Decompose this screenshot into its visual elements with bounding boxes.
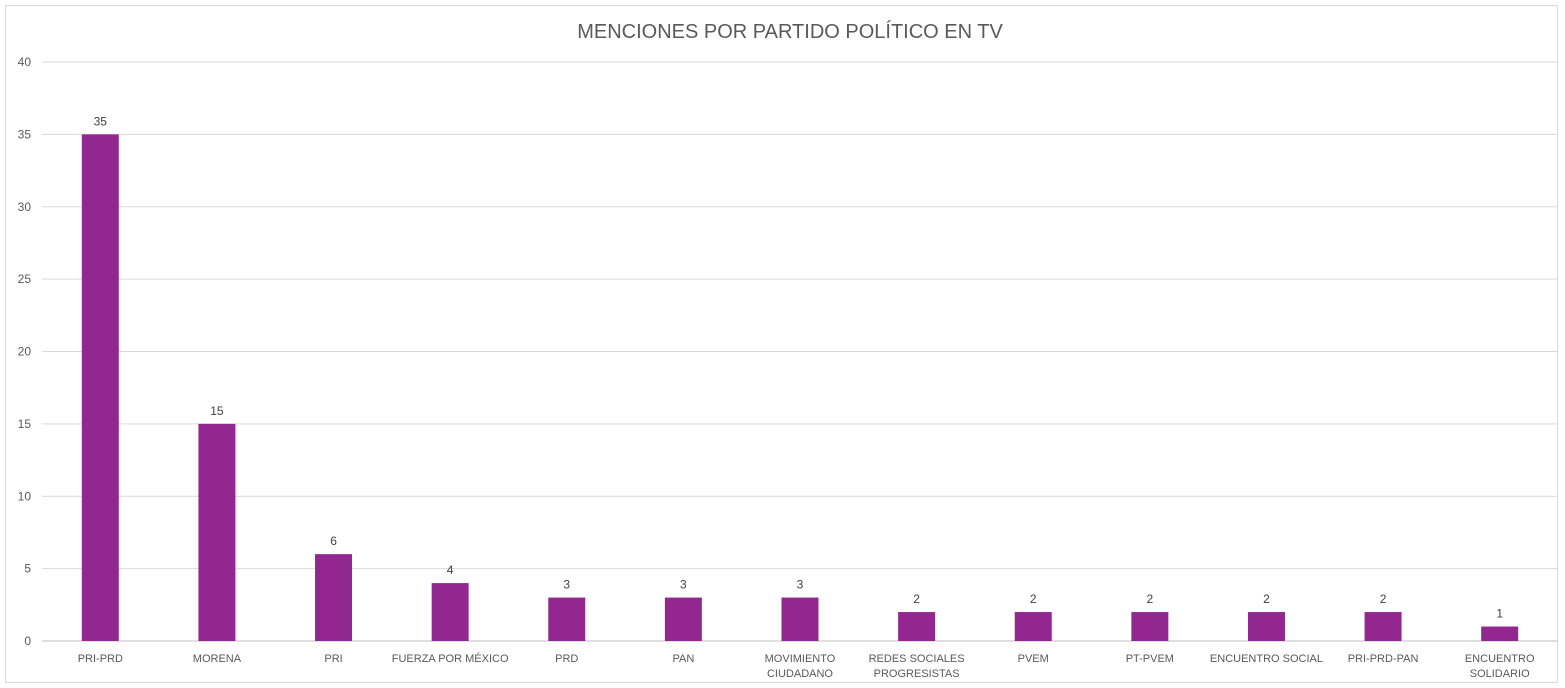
y-tick-label: 25 bbox=[18, 272, 32, 286]
data-label: 2 bbox=[1030, 592, 1037, 606]
category-label-line: PRI-PRD-PAN bbox=[1348, 653, 1419, 665]
bar bbox=[1014, 612, 1052, 641]
category-label-line: MORENA bbox=[193, 653, 242, 665]
data-label: 2 bbox=[1380, 592, 1387, 606]
data-label: 35 bbox=[94, 114, 108, 128]
bar bbox=[1247, 612, 1285, 641]
category-label-line: ENCUENTRO bbox=[1465, 653, 1535, 665]
bar bbox=[1131, 612, 1169, 641]
category-label-line: ENCUENTRO SOCIAL bbox=[1210, 653, 1323, 665]
bars bbox=[81, 134, 1519, 641]
data-label: 4 bbox=[447, 563, 454, 577]
data-label: 6 bbox=[330, 534, 337, 548]
category-label-line: SOLIDARIO bbox=[1470, 668, 1530, 680]
bar bbox=[548, 597, 586, 641]
y-axis-ticks: 0 5 10 15 20 25 30 35 40 bbox=[18, 55, 32, 648]
category-label-line: MOVIMIENTO bbox=[765, 653, 836, 665]
category-label: PRD bbox=[555, 653, 578, 665]
category-label: MOVIMIENTO CIUDADANO bbox=[765, 653, 836, 680]
y-tick-label: 0 bbox=[24, 634, 31, 648]
y-tick-label: 30 bbox=[18, 200, 32, 214]
category-label: PRI-PRD-PAN bbox=[1348, 653, 1419, 665]
category-label-line: PROGRESISTAS bbox=[874, 668, 960, 680]
category-label: ENCUENTRO SOCIAL bbox=[1210, 653, 1323, 665]
data-label: 1 bbox=[1496, 607, 1503, 621]
y-tick-label: 35 bbox=[18, 127, 32, 141]
data-label: 3 bbox=[680, 578, 687, 592]
category-label-line: FUERZA POR MÉXICO bbox=[392, 652, 509, 665]
bar bbox=[1481, 626, 1519, 641]
bar bbox=[198, 423, 236, 641]
y-tick-label: 5 bbox=[24, 562, 31, 576]
category-label: PVEM bbox=[1018, 653, 1049, 665]
category-label-line: PRI-PRD bbox=[78, 653, 123, 665]
y-tick-label: 15 bbox=[18, 417, 32, 431]
category-label-line: CIUDADANO bbox=[767, 668, 833, 680]
y-tick-label: 10 bbox=[18, 489, 32, 503]
data-label: 2 bbox=[1147, 592, 1154, 606]
category-label: REDES SOCIALES PROGRESISTAS bbox=[869, 653, 965, 680]
bar bbox=[781, 597, 819, 641]
category-label: PAN bbox=[672, 653, 694, 665]
category-label: FUERZA POR MÉXICO bbox=[392, 652, 509, 665]
bar bbox=[431, 583, 469, 641]
data-label: 2 bbox=[1263, 592, 1270, 606]
chart-title: MENCIONES POR PARTIDO POLÍTICO EN TV bbox=[577, 20, 1003, 43]
category-label: ENCUENTRO SOLIDARIO bbox=[1465, 653, 1535, 680]
bar bbox=[664, 597, 702, 641]
data-labels: 35 15 6 4 3 3 3 2 2 2 2 2 1 bbox=[94, 114, 1504, 620]
data-label: 3 bbox=[797, 578, 804, 592]
chart-frame bbox=[5, 5, 1558, 683]
bar bbox=[898, 612, 936, 641]
category-label: PRI bbox=[324, 653, 342, 665]
y-tick-label: 20 bbox=[18, 345, 32, 359]
category-label-line: PRD bbox=[555, 653, 578, 665]
x-axis-categories: PRI-PRD MORENA PRI FUERZA POR MÉXICO PRD PAN M… bbox=[78, 652, 1535, 680]
category-label: PT-PVEM bbox=[1126, 653, 1174, 665]
category-label: PRI-PRD bbox=[78, 653, 123, 665]
data-label: 3 bbox=[563, 578, 570, 592]
data-label: 15 bbox=[210, 404, 224, 418]
category-label-line: PRI bbox=[324, 653, 342, 665]
y-tick-label: 40 bbox=[18, 55, 32, 69]
category-label-line: PAN bbox=[672, 653, 694, 665]
data-label: 2 bbox=[913, 592, 920, 606]
bar bbox=[81, 134, 119, 641]
category-label-line: REDES SOCIALES bbox=[869, 653, 965, 665]
category-label-line: PVEM bbox=[1018, 653, 1049, 665]
gridlines bbox=[42, 61, 1558, 642]
category-label-line: PT-PVEM bbox=[1126, 653, 1174, 665]
bar bbox=[1364, 612, 1402, 641]
category-label: MORENA bbox=[193, 653, 242, 665]
bar bbox=[315, 554, 353, 641]
